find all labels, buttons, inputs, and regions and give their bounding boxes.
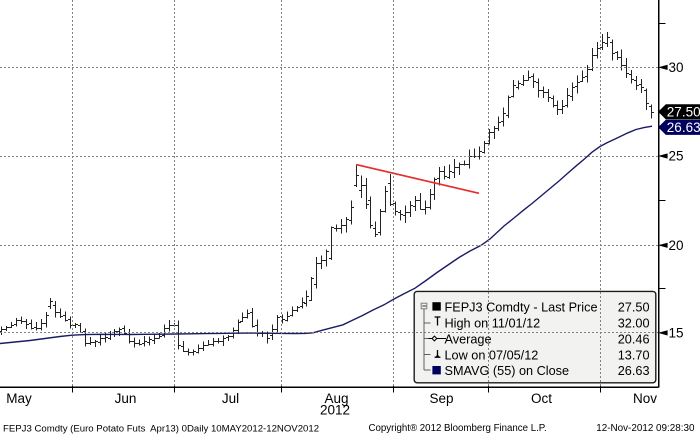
svg-text:Nov: Nov	[633, 391, 657, 406]
svg-text:Aug: Aug	[324, 391, 348, 406]
svg-text:27.50: 27.50	[618, 301, 650, 315]
svg-text:Sep: Sep	[429, 391, 453, 406]
svg-text:26.63: 26.63	[667, 120, 700, 135]
svg-text:Jul: Jul	[222, 391, 239, 406]
svg-text:FEPJ3 Comdty (Euro Potato Futs: FEPJ3 Comdty (Euro Potato Futs Apr13) 0D…	[3, 424, 319, 435]
svg-text:May: May	[6, 391, 32, 406]
svg-text:30: 30	[669, 60, 684, 75]
svg-text:15: 15	[669, 326, 684, 341]
svg-text:25: 25	[669, 149, 684, 164]
svg-text:Average: Average	[445, 332, 492, 346]
svg-text:27.50: 27.50	[667, 105, 700, 120]
svg-text:2012: 2012	[320, 403, 350, 418]
svg-text:Low on 07/05/12: Low on 07/05/12	[445, 348, 539, 362]
svg-text:26.63: 26.63	[618, 364, 650, 378]
svg-text:12-Nov-2012 09:28:30: 12-Nov-2012 09:28:30	[596, 423, 695, 434]
svg-text:Copyright® 2012 Bloomberg Fina: Copyright® 2012 Bloomberg Finance L.P.	[369, 423, 547, 434]
svg-text:High on 11/01/12: High on 11/01/12	[445, 317, 541, 331]
svg-text:SMAVG (55) on Close: SMAVG (55) on Close	[445, 364, 570, 378]
svg-text:FEPJ3 Comdty - Last Price: FEPJ3 Comdty - Last Price	[445, 301, 598, 315]
svg-text:Jun: Jun	[115, 391, 137, 406]
svg-text:Oct: Oct	[531, 391, 552, 406]
svg-text:20.46: 20.46	[618, 332, 650, 346]
svg-text:13.70: 13.70	[618, 348, 650, 362]
svg-text:32.00: 32.00	[618, 317, 650, 331]
svg-text:20: 20	[669, 238, 684, 253]
